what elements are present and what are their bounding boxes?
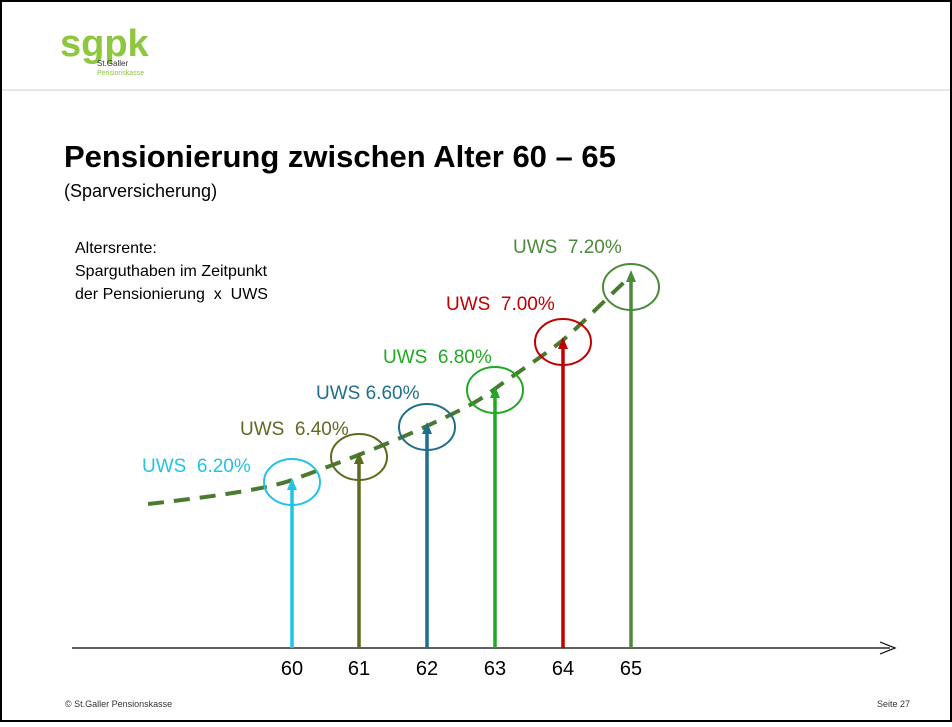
age-label: 63: [484, 658, 506, 680]
footer-left: © St.Galler Pensionskasse: [65, 699, 172, 709]
footer-right: Seite 27: [877, 699, 910, 709]
age-label: 64: [552, 658, 574, 680]
age-label: 62: [416, 658, 438, 680]
logo-mark: sgpk: [60, 23, 150, 65]
rate-label: UWS 6.60%: [316, 383, 420, 404]
age-label: 65: [620, 658, 642, 680]
note-line: Sparguthaben im Zeitpunkt: [75, 263, 268, 280]
title: Pensionierung zwischen Alter 60 – 65: [64, 139, 616, 174]
note-line: der Pensionierung x UWS: [75, 286, 268, 303]
axis-arrowhead: [879, 641, 897, 655]
rate-label: UWS 6.20%: [142, 456, 251, 477]
arrow-head: [354, 452, 364, 464]
arrow-head: [287, 478, 297, 490]
subtitle: (Sparversicherung): [64, 181, 217, 201]
logo-line1: St.Galler: [97, 59, 128, 68]
growth-curve: [147, 274, 633, 506]
arrow-head: [626, 270, 636, 282]
logo-line2: Pensionskasse: [97, 70, 144, 77]
rate-label: UWS 7.00%: [446, 294, 555, 315]
rate-label: UWS 6.80%: [383, 347, 492, 368]
age-label: 60: [281, 658, 303, 680]
age-label: 61: [348, 658, 370, 680]
rate-label: UWS 6.40%: [240, 419, 349, 440]
rate-label: UWS 7.20%: [513, 237, 622, 258]
arrow-head: [558, 337, 568, 349]
arrow-head: [422, 422, 432, 434]
note-line: Altersrente:: [75, 240, 157, 257]
arrow-head: [490, 386, 500, 398]
